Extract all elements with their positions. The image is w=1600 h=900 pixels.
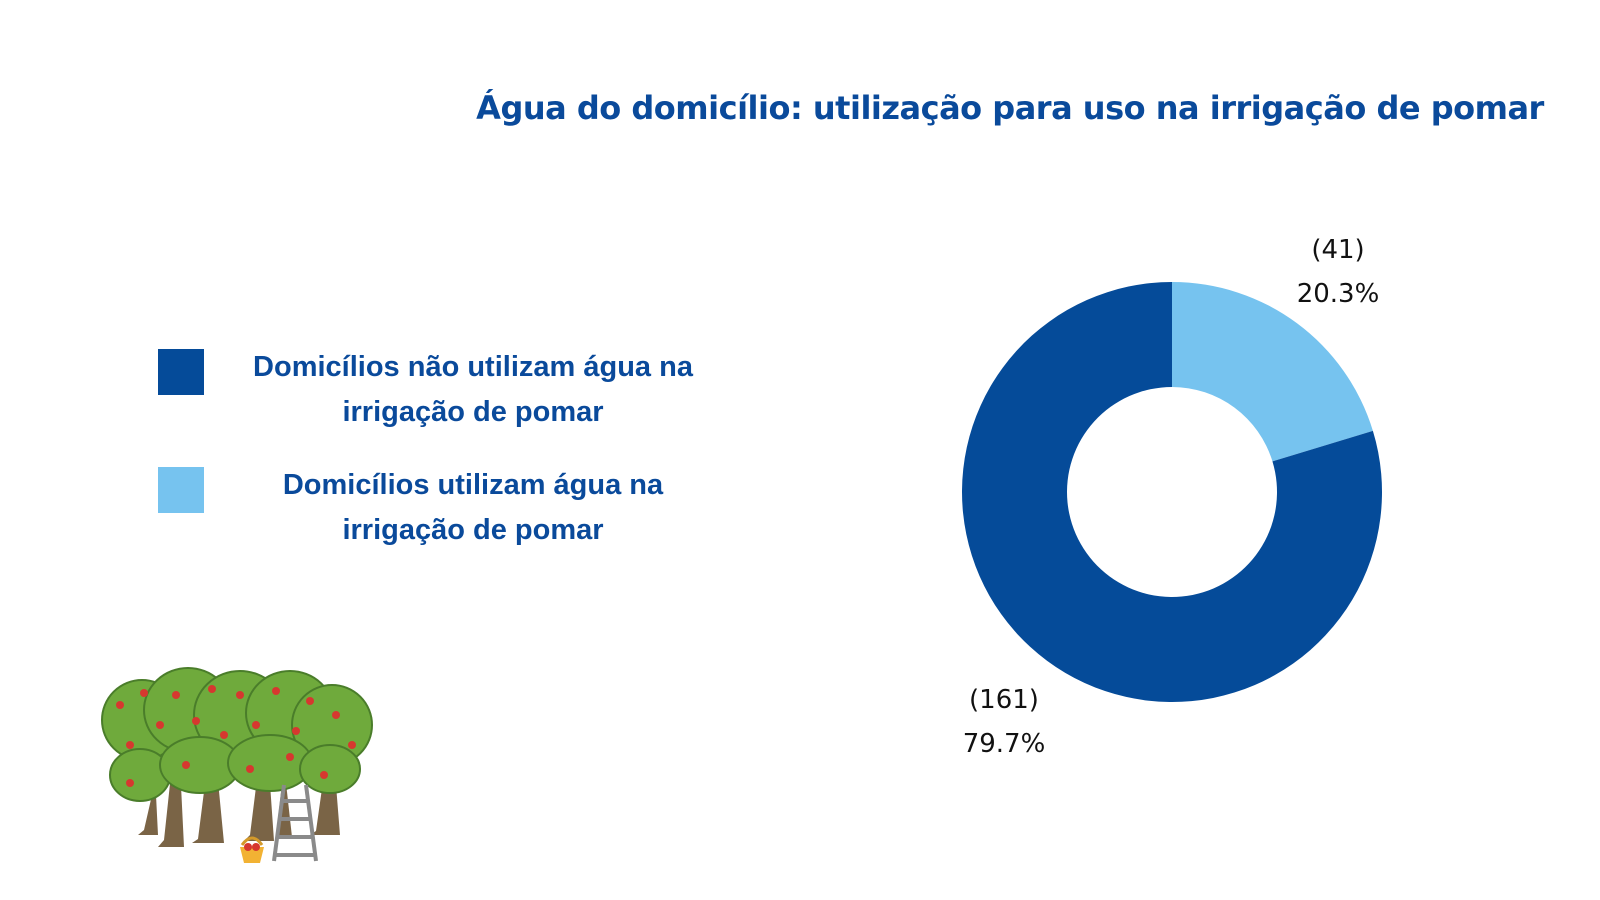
ladder xyxy=(272,784,318,862)
basket xyxy=(240,836,264,863)
percent-label-irrigation: 20.3% xyxy=(1297,279,1380,309)
legend-swatch-irrigation xyxy=(158,467,204,513)
donut-slice-no-irrigation xyxy=(962,282,1382,702)
legend-label-no-irrigation: Domicílios não utilizam água na irrigaçã… xyxy=(253,351,693,428)
legend-item-no-irrigation: Domicílios não utilizam água na irrigaçã… xyxy=(158,345,758,437)
apples xyxy=(116,685,356,787)
percent-label-no-irrigation: 79.7% xyxy=(963,729,1046,759)
tree-canopies xyxy=(101,667,373,802)
chart-title: Água do domicílio: utilização para uso n… xyxy=(476,89,1544,127)
orchard-illustration-icon xyxy=(101,667,373,863)
count-label-irrigation: (41) xyxy=(1311,235,1364,265)
donut-chart: (41) 20.3% (161) 79.7% xyxy=(962,235,1382,759)
donut-slices xyxy=(962,282,1382,702)
legend-item-irrigation: Domicílios utilizam água na irrigação de… xyxy=(158,463,758,555)
count-label-no-irrigation: (161) xyxy=(969,685,1039,715)
legend-label-irrigation: Domicílios utilizam água na irrigação de… xyxy=(282,469,664,546)
donut-slice-irrigation xyxy=(1172,282,1373,462)
chart-legend: Domicílios não utilizam água na irrigaçã… xyxy=(158,345,758,581)
legend-swatch-no-irrigation xyxy=(158,349,204,395)
